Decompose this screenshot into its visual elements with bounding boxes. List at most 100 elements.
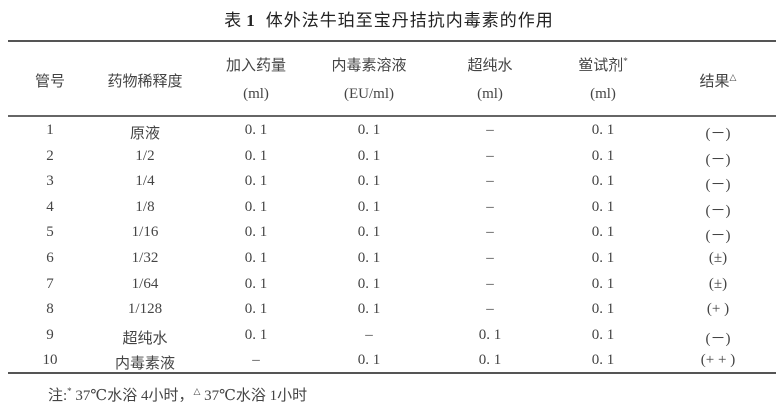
table-cell: 10 [42, 352, 58, 369]
table-cell: 8 [46, 301, 54, 318]
table-title: 表 1 体外法牛珀至宝丹拮抗内毒素的作用 [0, 6, 778, 31]
header-unit: (ml) [590, 86, 616, 102]
note-text-2: 37℃水浴 1小时 [200, 388, 308, 404]
table-cell: 0. 1 [357, 301, 381, 318]
table-cell: 0. 1 [591, 173, 615, 190]
table-cell: – [486, 275, 494, 292]
table-cell: 6 [46, 249, 54, 266]
table-cell: 0. 1 [357, 122, 381, 138]
table-cell: 0. 1 [591, 224, 615, 241]
table-cell: 1/64 [131, 275, 159, 292]
header-label: 药物稀释度 [107, 74, 183, 90]
header-label: 鲎试剂* [578, 56, 628, 74]
table-row: 10 内毒素液 – 0. 1 0. 1 0. 1 (+ + ) [8, 349, 776, 375]
header-unit: (EU/ml) [344, 86, 394, 102]
note-label: 注: [48, 388, 68, 404]
table-note: 注:* 37℃水浴 4小时，△ 37℃水浴 1小时 [48, 384, 307, 405]
table-cell: 0. 1 [591, 326, 615, 343]
table-cell: 0. 1 [244, 249, 268, 266]
table-cell: (+ + ) [700, 352, 736, 369]
table-row: 1 原液 0. 1 0. 1 – 0. 1 (－) [8, 119, 776, 145]
table-cell: 0. 1 [478, 352, 502, 369]
table-cell: – [486, 249, 494, 266]
title-text: 体外法牛珀至宝丹拮抗内毒素的作用 [265, 11, 554, 30]
table-row: 9 超纯水 0. 1 – 0. 1 0. 1 (－) [8, 324, 776, 350]
table-cell: – [486, 301, 494, 318]
header-label: 加入药量 [225, 58, 286, 74]
table-cell: 0. 1 [357, 173, 381, 190]
table-cell: (－) [705, 330, 731, 347]
table-cell: 3 [46, 173, 54, 190]
header-label: 管号 [34, 74, 65, 90]
table-cell: 1/128 [127, 301, 163, 318]
header-unit: (ml) [243, 86, 269, 102]
table-row: 3 1/4 0. 1 0. 1 – 0. 1 (－) [8, 170, 776, 196]
table-cell: – [486, 147, 494, 164]
table-cell: 5 [46, 224, 54, 241]
table-cell: 0. 1 [244, 275, 268, 292]
table-cell: (－) [705, 177, 731, 194]
table-cell: 2 [46, 147, 54, 164]
table-cell: 1/8 [135, 198, 155, 215]
table-cell: 0. 1 [244, 301, 268, 318]
header-label: 内毒素溶液 [331, 58, 407, 74]
table-cell: 0. 1 [244, 122, 268, 138]
table-cell: 0. 1 [244, 147, 268, 164]
table-cell: 7 [46, 275, 54, 292]
table-cell: 0. 1 [244, 326, 268, 343]
table-cell: 1/2 [135, 147, 155, 164]
table-cell: 4 [46, 198, 54, 215]
table-row: 7 1/64 0. 1 0. 1 – 0. 1 (±) [8, 273, 776, 299]
note-text-1: 37℃水浴 4小时， [71, 388, 194, 404]
table-number: 1 [246, 11, 256, 30]
table-cell: – [486, 122, 494, 138]
table-cell: 1/4 [135, 173, 155, 190]
table-cell: 0. 1 [591, 352, 615, 369]
table-cell: 0. 1 [478, 326, 502, 343]
table-cell: 0. 1 [591, 147, 615, 164]
table-cell: 0. 1 [357, 352, 381, 369]
table-cell: 0. 1 [591, 249, 615, 266]
table-cell: 原液 [129, 126, 160, 142]
table-cell: 0. 1 [357, 275, 381, 292]
table-header: 管号 药物稀释度 加入药量 (ml) 内毒素溶液 (EU/ml) 超纯水 (ml) 鲎试剂* (m… [8, 48, 776, 112]
table-cell: – [252, 352, 260, 369]
title-prefix: 表 [224, 11, 243, 30]
top-rule [8, 40, 776, 42]
table-cell: 0. 1 [357, 147, 381, 164]
note-sup-triangle: △ [193, 386, 201, 396]
table-cell: – [486, 224, 494, 241]
table-cell: 0. 1 [244, 224, 268, 241]
table-cell: 0. 1 [357, 198, 381, 215]
table-cell: 0. 1 [591, 301, 615, 318]
table-cell: (±) [708, 275, 728, 292]
bottom-rule [8, 372, 776, 374]
table-row: 5 1/16 0. 1 0. 1 – 0. 1 (－) [8, 221, 776, 247]
table-cell: – [365, 326, 373, 343]
table-cell: (－) [705, 151, 731, 168]
header-rule [8, 115, 776, 117]
header-unit: (ml) [477, 86, 503, 102]
header-label: 结果△ [699, 72, 737, 90]
note-sup-asterisk: * [67, 386, 72, 396]
table-cell: 0. 1 [244, 173, 268, 190]
table-cell: – [486, 198, 494, 215]
table-cell: 0. 1 [591, 275, 615, 292]
table-cell: 0. 1 [357, 224, 381, 241]
table-row: 2 1/2 0. 1 0. 1 – 0. 1 (－) [8, 145, 776, 171]
table-cell: 0. 1 [357, 249, 381, 266]
table-cell: 超纯水 [122, 330, 168, 347]
table-cell: 内毒素液 [114, 356, 175, 373]
table-cell: 1/16 [131, 224, 159, 241]
table-cell: (+ ) [706, 301, 730, 318]
table-cell: (－) [705, 202, 731, 219]
header-label: 超纯水 [467, 58, 513, 74]
table-cell: 0. 1 [591, 198, 615, 215]
table-cell: (±) [708, 249, 728, 266]
table-row: 6 1/32 0. 1 0. 1 – 0. 1 (±) [8, 247, 776, 273]
table-cell: 0. 1 [244, 198, 268, 215]
table-body: 1 原液 0. 1 0. 1–0. 1 (－) 2 1/2 0. 1 0. 1–0. 1 (－) 3… [8, 119, 776, 375]
table-cell: 1/32 [131, 249, 159, 266]
table-cell: – [486, 173, 494, 190]
table-cell: 1 [46, 122, 54, 138]
